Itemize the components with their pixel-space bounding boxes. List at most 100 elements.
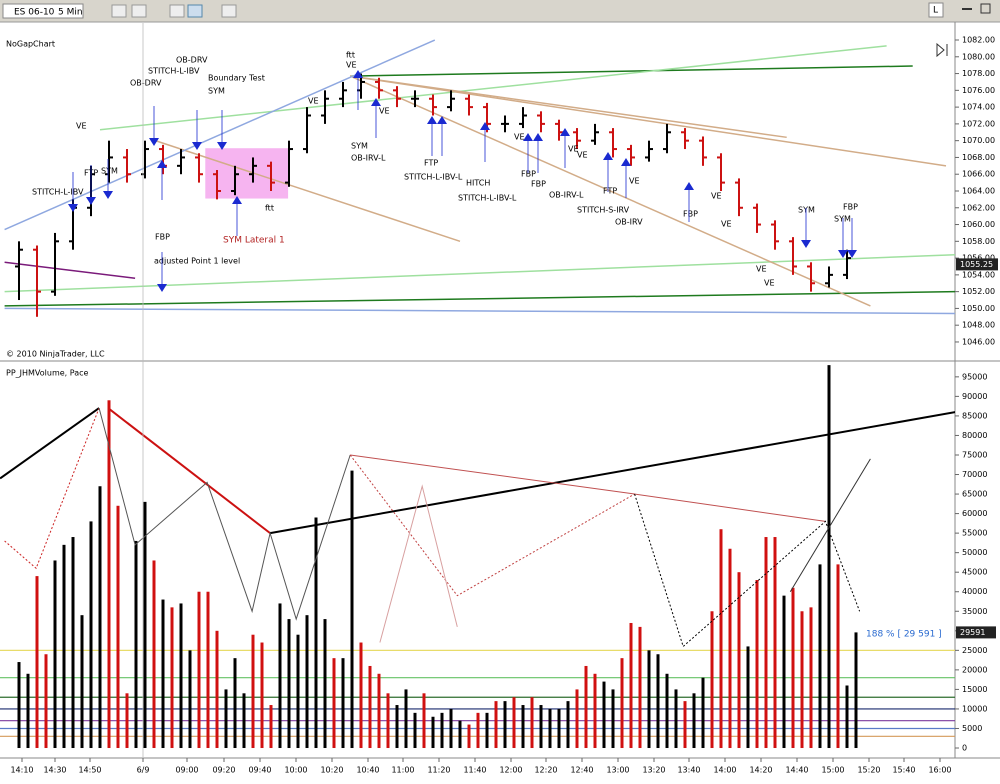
y-tick-label: 5000 [962,724,982,733]
pace-line [349,454,635,597]
volume-bar [746,646,750,749]
annotation: FBP [521,170,536,179]
toolbar [0,0,1000,22]
volume-title: PP_JHMVolume, Pace [6,369,89,378]
volume-bar [449,708,453,749]
volume-bar [188,650,192,749]
volume-bar [314,517,318,749]
volume-bar [530,697,534,749]
volume-bar [422,693,426,749]
volume-bar [377,673,381,749]
annotation: OB-DRV [176,56,208,65]
y-tick-label: 1072.00 [962,119,995,128]
y-tick-label: 20000 [962,665,987,674]
volume-bar [350,470,354,749]
volume-bar [251,634,255,749]
y-tick-label: 1046.00 [962,337,995,346]
volume-bar [53,560,57,749]
instrument-box[interactable] [2,3,84,19]
annotation: SYM [351,142,368,151]
volume-bar [710,611,714,749]
signal-arrow [684,182,694,190]
volume-bar [386,693,390,749]
annotation: VE [721,220,732,229]
volume-bar [134,540,138,749]
annotation: STITCH-L-IBV-L [404,173,463,182]
y-tick-label: 1048.00 [962,321,995,330]
x-tick-label: 10:40 [356,766,379,775]
annotation: VE [379,107,390,116]
volume-bar [548,708,552,749]
signal-arrow [157,284,167,292]
volume-bar [539,705,543,749]
volume-bar [485,712,489,749]
volume-bar [836,564,840,749]
y-tick-label: 35000 [962,607,987,616]
y-tick-label: 1082.00 [962,36,995,45]
x-tick-label: 13:40 [677,766,700,775]
minimize-button[interactable] [962,8,972,10]
y-tick-label: 90000 [962,392,987,401]
volume-bar [413,712,417,749]
volume-bar [665,673,669,749]
cursor-tool[interactable] [169,4,185,18]
y-tick-label: 25000 [962,646,987,655]
maximize-button[interactable] [980,3,991,14]
volume-bar [359,642,363,749]
y-tick-label: 1074.00 [962,103,995,112]
trend-line [349,75,871,307]
crosshair-tool[interactable] [187,4,203,18]
signal-arrow [437,116,447,124]
y-tick-label: 0 [962,744,967,753]
annotation: OB-DRV [130,79,162,88]
annotation: OB-IRV-L [549,191,584,200]
annotation: SYM [101,167,118,176]
volume-bar [458,720,462,749]
chart-tool[interactable] [221,4,237,18]
annotation: SYM Lateral 1 [223,236,285,246]
volume-bar [395,705,399,749]
volume-bar [674,689,678,749]
draw-tool[interactable] [111,4,127,18]
trend-line [350,75,947,167]
volume-bar [278,603,282,749]
y-tick-label: 1058.00 [962,237,995,246]
price-plot [4,39,955,317]
last-price-label: 1055.25 [960,260,993,269]
annotation: STITCH-L-IBV-L [458,194,517,203]
annotation: OB-IRV-L [351,154,386,163]
volume-bar [404,689,408,749]
y-tick-label: 95000 [962,372,987,381]
current-volume-label: 29591 [960,628,985,637]
volume-bar [44,654,48,749]
pace-line [789,458,871,592]
x-tick-label: 10:20 [320,766,343,775]
y-tick-label: 55000 [962,529,987,538]
y-tick-label: 50000 [962,548,987,557]
y-tick-label: 10000 [962,704,987,713]
x-tick-label: 16:00 [928,766,951,775]
y-tick-label: 80000 [962,431,987,440]
y-tick-label: 1064.00 [962,186,995,195]
y-tick-label: 1054.00 [962,270,995,279]
x-tick-label: 14:10 [10,766,33,775]
x-tick-label: 12:00 [499,766,522,775]
trend-line [350,65,913,77]
x-tick-label: 11:40 [463,766,486,775]
link-button[interactable] [928,2,944,18]
annotation: STITCH-S-IRV [577,206,630,215]
x-tick-label: 10:00 [284,766,307,775]
x-tick-label: 09:00 [175,766,198,775]
volume-bar [521,705,525,749]
volume-bar [566,701,570,749]
volume-bar [782,595,786,749]
x-tick-label: 15:20 [857,766,880,775]
interval: 5 Min [58,8,83,18]
volume-bar [368,665,372,749]
signal-arrow [603,152,613,160]
scroll-end-button[interactable] [936,42,945,58]
annotation: FTP [603,187,617,196]
annotation: SYM [798,206,815,215]
zoom-tool[interactable] [131,4,147,18]
volume-bar [206,591,210,749]
